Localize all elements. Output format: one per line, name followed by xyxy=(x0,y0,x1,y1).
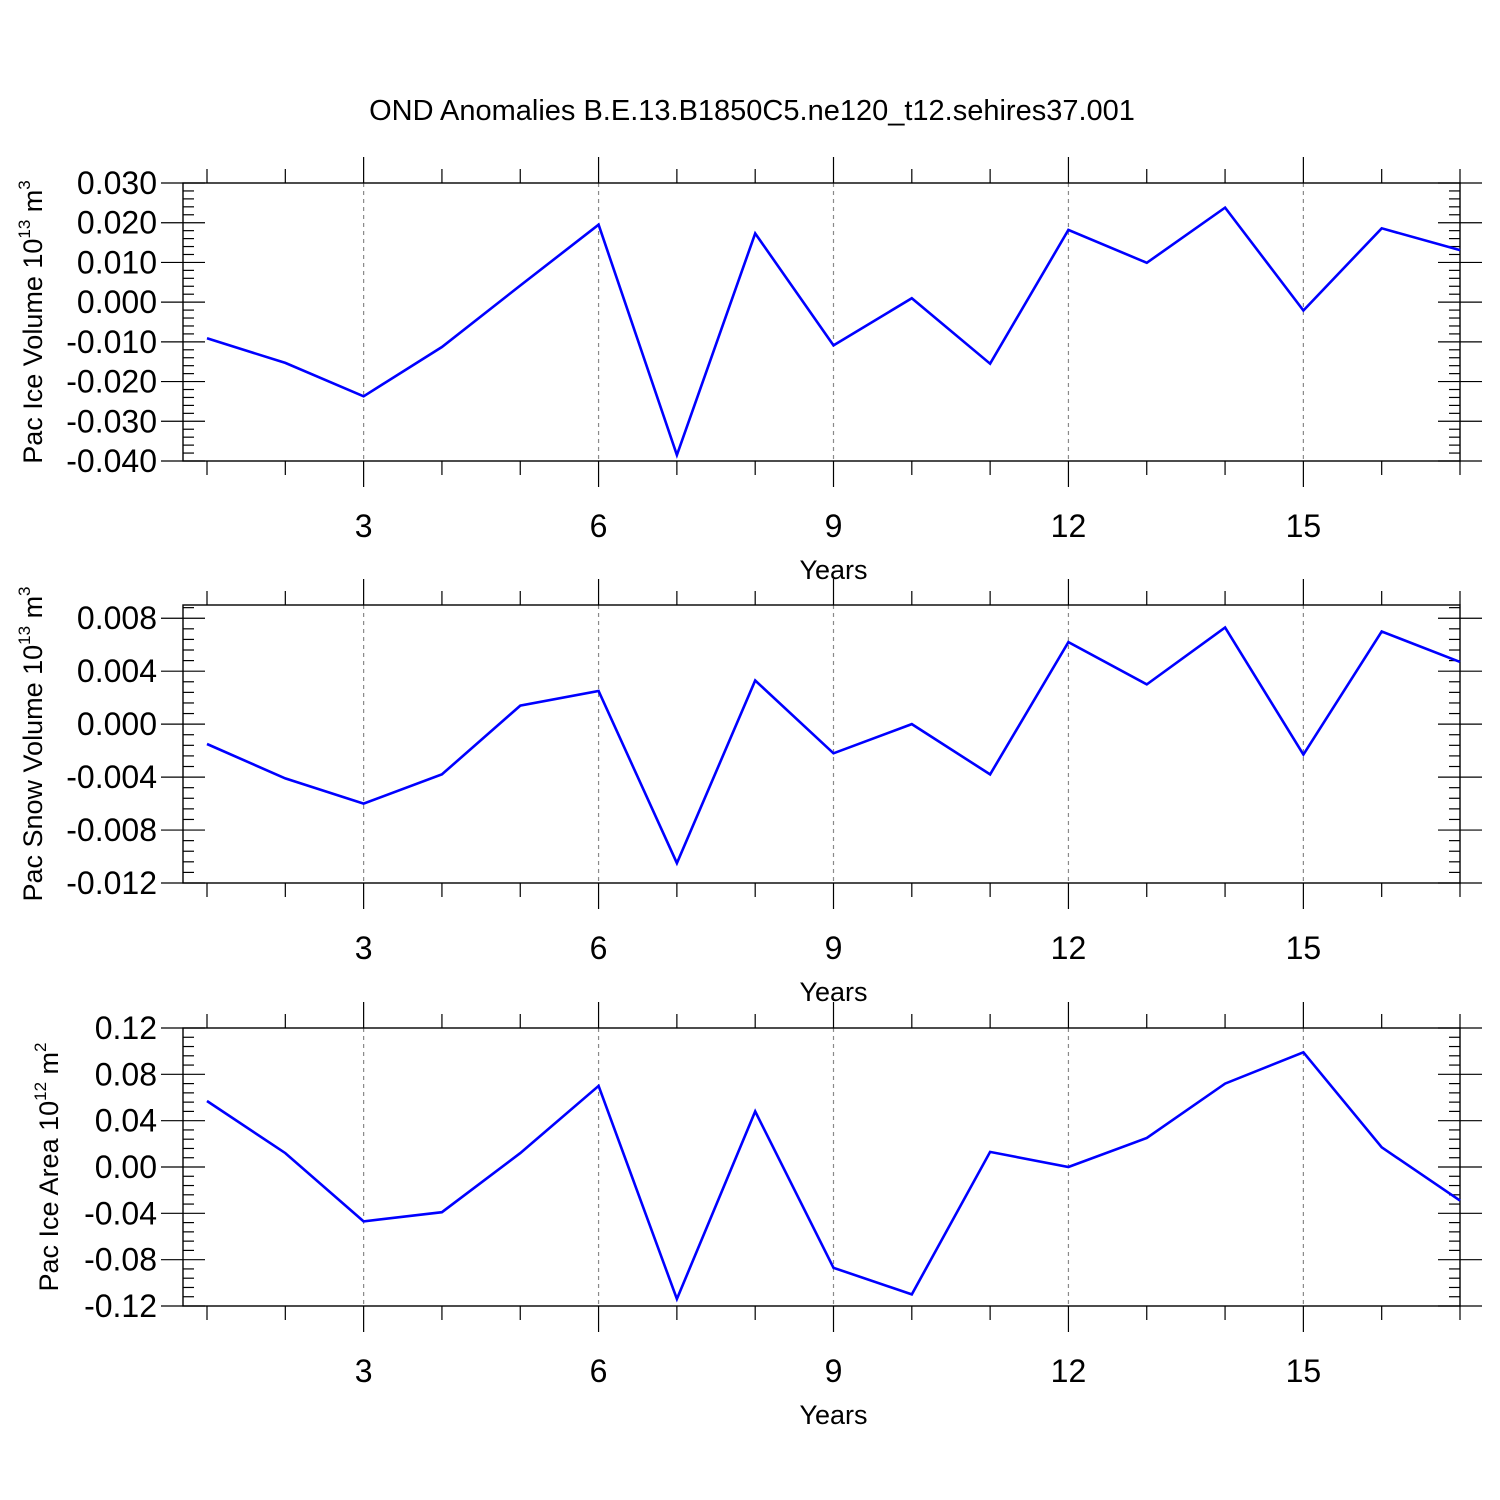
xtick-label: 15 xyxy=(1286,930,1322,966)
figure-title: OND Anomalies B.E.13.B1850C5.ne120_t12.s… xyxy=(369,95,1135,127)
xtick-label: 15 xyxy=(1286,1353,1322,1389)
ytick-label: -0.030 xyxy=(66,403,157,439)
xtick-label: 15 xyxy=(1286,508,1322,544)
y-axis-label-exponent: 13 xyxy=(15,220,34,239)
xtick-label: 3 xyxy=(355,508,373,544)
ytick-label: -0.010 xyxy=(66,324,157,360)
y-axis-label: Pac Ice Volume 1013 m3 xyxy=(15,180,48,464)
y-axis-label-unit-exponent: 3 xyxy=(15,180,34,189)
ytick-label: 0.004 xyxy=(77,653,157,689)
plot-frame xyxy=(182,604,1461,884)
ytick-label: -0.008 xyxy=(66,812,157,848)
panel-3: -0.12 -0.08 -0.04 0.00 0.04 0.08 0.12 3 6 9 12 15 Ye… xyxy=(31,1002,1482,1430)
ytick-label: -0.12 xyxy=(84,1288,157,1324)
ytick-label: -0.020 xyxy=(66,364,157,400)
xtick-label: 12 xyxy=(1051,930,1087,966)
ytick-label: 0.000 xyxy=(77,706,157,742)
ytick-label: 0.010 xyxy=(77,244,157,280)
y-axis-label-unit: m xyxy=(18,190,48,220)
ytick-label: -0.04 xyxy=(84,1195,157,1231)
panel-2: -0.012 -0.008 -0.004 0.000 0.004 0.008 3 6 9 12 15… xyxy=(15,579,1482,1007)
y-axis-label-text: Pac Ice Volume 10 xyxy=(18,239,48,464)
xtick-label: 3 xyxy=(355,930,373,966)
ytick-label: -0.012 xyxy=(66,865,157,901)
ytick-label: -0.08 xyxy=(84,1242,157,1278)
plot-frame xyxy=(182,1027,1461,1307)
ytick-label: -0.040 xyxy=(66,443,157,479)
y-axis-label: Pac Ice Area 1012 m2 xyxy=(31,1042,64,1291)
xtick-label: 9 xyxy=(825,508,843,544)
ytick-label: 0.008 xyxy=(77,600,157,636)
ytick-label: 0.08 xyxy=(95,1056,157,1092)
xtick-label: 3 xyxy=(355,1353,373,1389)
y-axis-label-unit: m xyxy=(34,1052,64,1082)
y-axis-label-text: Pac Snow Volume 10 xyxy=(18,645,48,902)
y-axis-label-text: Pac Ice Area 10 xyxy=(34,1101,64,1292)
y-axis-label-unit: m xyxy=(18,596,48,626)
ytick-label: 0.020 xyxy=(77,205,157,241)
y-axis-label-exponent: 13 xyxy=(15,626,34,645)
ytick-label: 0.030 xyxy=(77,165,157,201)
xtick-label: 6 xyxy=(590,1353,608,1389)
plot-frame xyxy=(182,182,1461,462)
y-axis-label: Pac Snow Volume 1013 m3 xyxy=(15,586,48,901)
xtick-label: 12 xyxy=(1051,1353,1087,1389)
y-axis-label-unit-exponent: 2 xyxy=(31,1042,50,1051)
ytick-label: -0.004 xyxy=(66,759,157,795)
ytick-label: 0.12 xyxy=(95,1010,157,1046)
xtick-label: 6 xyxy=(590,508,608,544)
xtick-label: 9 xyxy=(825,930,843,966)
ytick-label: 0.04 xyxy=(95,1103,157,1139)
xtick-label: 9 xyxy=(825,1353,843,1389)
xtick-label: 12 xyxy=(1051,508,1087,544)
y-axis-label-unit-exponent: 3 xyxy=(15,586,34,595)
xtick-label: 6 xyxy=(590,930,608,966)
y-axis-label-exponent: 12 xyxy=(31,1082,50,1101)
ytick-label: 0.000 xyxy=(77,284,157,320)
x-axis-label: Years xyxy=(799,1400,867,1430)
ytick-label: 0.00 xyxy=(95,1149,157,1185)
